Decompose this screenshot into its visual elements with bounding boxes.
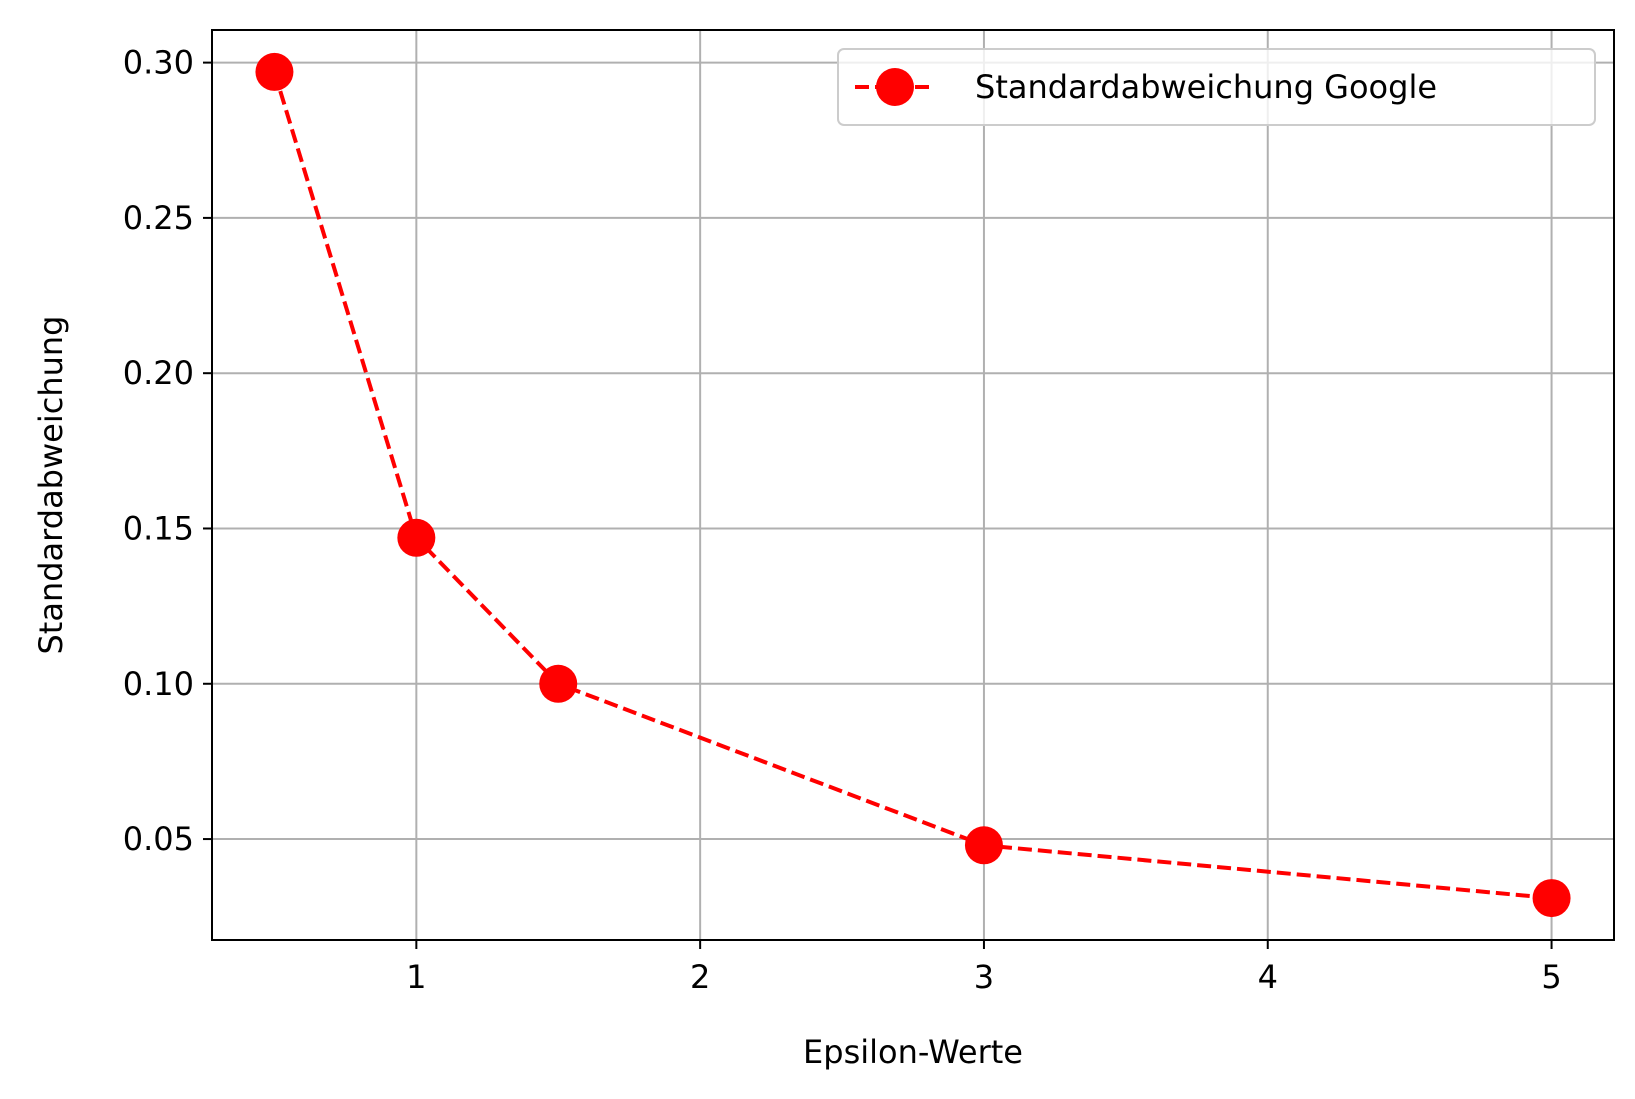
x-axis-title: Epsilon-Werte [803, 1033, 1023, 1071]
grid-lines [212, 30, 1614, 940]
y-tick-label: 0.25 [123, 199, 194, 237]
legend: Standardabweichung Google [837, 48, 1596, 126]
legend-label: Standardabweichung Google [975, 68, 1437, 106]
x-tick-label: 1 [406, 958, 426, 996]
x-tick-label: 2 [690, 958, 710, 996]
legend-marker [876, 68, 914, 106]
data-point [539, 664, 578, 703]
x-tick-label: 3 [974, 958, 994, 996]
series-layer [255, 52, 1571, 918]
x-tick-label: 4 [1258, 958, 1278, 996]
y-tick-label: 0.20 [123, 354, 194, 392]
data-point [255, 52, 294, 91]
data-point [1532, 879, 1571, 918]
y-axis: 0.05 0.10 0.15 0.20 0.25 0.30 [123, 44, 212, 858]
x-axis: 1 2 3 4 5 [406, 940, 1562, 996]
y-tick-label: 0.05 [123, 820, 194, 858]
data-point [397, 518, 436, 557]
y-tick-label: 0.30 [123, 44, 194, 82]
y-tick-label: 0.10 [123, 665, 194, 703]
y-axis-title: Standardabweichung [32, 316, 70, 655]
y-tick-label: 0.15 [123, 509, 194, 547]
x-tick-label: 5 [1541, 958, 1561, 996]
legend-box [837, 48, 1596, 126]
data-point [964, 826, 1003, 865]
plot-frame [211, 29, 1615, 941]
